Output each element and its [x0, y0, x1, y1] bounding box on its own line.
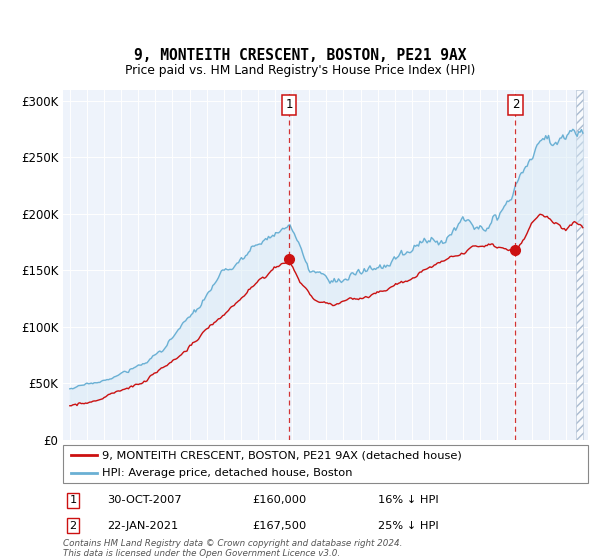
Text: Contains HM Land Registry data © Crown copyright and database right 2024.
This d: Contains HM Land Registry data © Crown c… — [63, 539, 403, 558]
Text: 9, MONTEITH CRESCENT, BOSTON, PE21 9AX: 9, MONTEITH CRESCENT, BOSTON, PE21 9AX — [134, 48, 466, 63]
Text: 16% ↓ HPI: 16% ↓ HPI — [378, 495, 439, 505]
Text: 30-OCT-2007: 30-OCT-2007 — [107, 495, 182, 505]
Text: £167,500: £167,500 — [252, 521, 306, 531]
Text: HPI: Average price, detached house, Boston: HPI: Average price, detached house, Bost… — [103, 468, 353, 478]
Text: 25% ↓ HPI: 25% ↓ HPI — [378, 521, 439, 531]
Text: 22-JAN-2021: 22-JAN-2021 — [107, 521, 179, 531]
Text: £160,000: £160,000 — [252, 495, 306, 505]
Text: 2: 2 — [512, 99, 519, 111]
Text: Price paid vs. HM Land Registry's House Price Index (HPI): Price paid vs. HM Land Registry's House … — [125, 64, 475, 77]
Text: 2: 2 — [70, 521, 76, 531]
Text: 9, MONTEITH CRESCENT, BOSTON, PE21 9AX (detached house): 9, MONTEITH CRESCENT, BOSTON, PE21 9AX (… — [103, 450, 462, 460]
FancyBboxPatch shape — [63, 445, 588, 483]
Text: 1: 1 — [70, 495, 77, 505]
Text: 1: 1 — [286, 99, 293, 111]
